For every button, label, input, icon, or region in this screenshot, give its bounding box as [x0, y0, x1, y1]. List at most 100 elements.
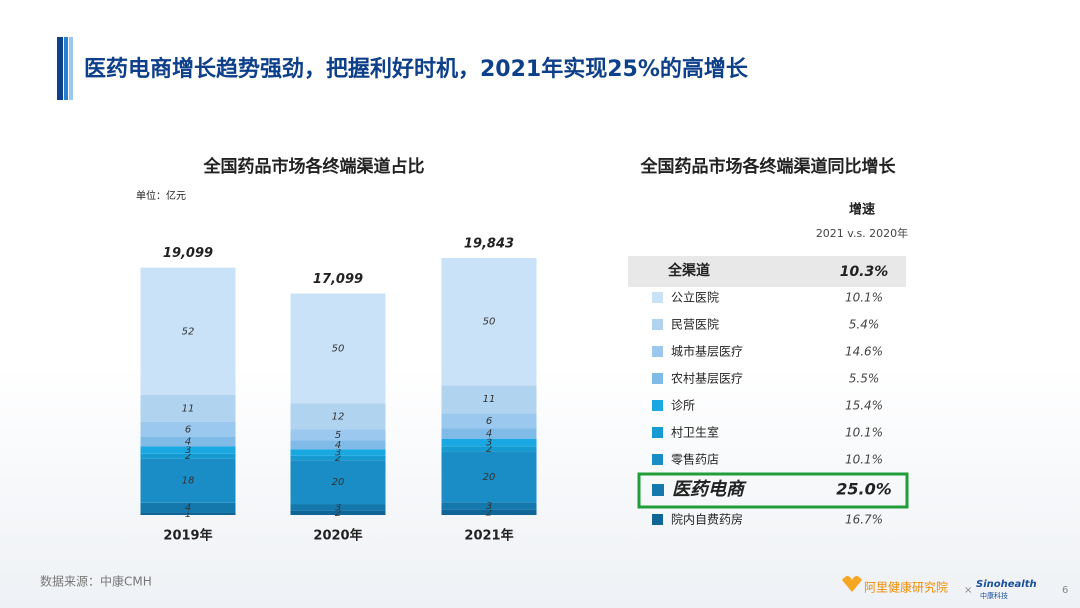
segment-label: 3	[486, 437, 492, 448]
total-label: 19,099	[163, 246, 213, 261]
legend-swatch	[652, 400, 663, 411]
segment-label: 20	[483, 472, 496, 483]
bar-segment	[441, 385, 537, 414]
bar-segment	[290, 460, 386, 505]
segment-label: 3	[486, 501, 492, 512]
title-stripe	[57, 37, 63, 100]
row-name: 民营医院	[671, 318, 719, 332]
legend-swatch	[652, 484, 664, 496]
segment-label: 3	[335, 448, 341, 459]
source: 数据来源：中康CMH	[40, 574, 152, 589]
segment-label: 6	[185, 424, 191, 435]
bar-segment	[140, 453, 236, 459]
segment-label: 2	[335, 508, 341, 519]
segment-label: 18	[182, 476, 195, 487]
bar-segment	[140, 421, 236, 437]
bar-segment	[140, 436, 236, 447]
row-name: 公立医院	[671, 290, 719, 305]
x-tick-label: 2021年	[464, 528, 513, 544]
bar-segment	[441, 413, 537, 429]
row-value: 10.1%	[845, 426, 883, 440]
total-row-name: 全渠道	[667, 262, 710, 279]
logo-icon	[842, 576, 862, 592]
bar-segment	[140, 502, 236, 513]
bar-segment	[290, 504, 386, 511]
bar-segment	[441, 258, 537, 386]
bar-segment	[290, 510, 386, 515]
x-tick-label: 2019年	[163, 528, 212, 544]
segment-label: 50	[483, 317, 496, 328]
row-value: 5.5%	[849, 372, 880, 386]
row-name: 医药电商	[672, 479, 747, 500]
legend-swatch	[652, 346, 663, 357]
row-value: 15.4%	[845, 399, 883, 413]
legend-swatch	[652, 454, 663, 465]
logo2-sub: 中康科技	[980, 591, 1008, 600]
table-subheader: 2021 v.s. 2020年	[816, 226, 908, 240]
legend-swatch	[652, 427, 663, 438]
segment-label: 2	[335, 453, 341, 464]
unit-label: 单位：亿元	[136, 189, 186, 202]
segment-label: 52	[182, 326, 195, 337]
bar-segment	[290, 440, 386, 450]
legend-swatch	[652, 319, 663, 330]
bar-segment	[140, 395, 236, 422]
row-name: 村卫生室	[671, 425, 719, 440]
segment-label: 6	[486, 416, 492, 427]
total-label: 17,099	[313, 272, 363, 287]
segment-label: 2	[486, 444, 492, 455]
segment-label: 11	[182, 403, 195, 414]
segment-label: 20	[332, 477, 345, 488]
total-label: 19,843	[464, 237, 514, 252]
row-name: 院内自费药房	[671, 512, 743, 527]
bar-segment	[441, 502, 537, 510]
x-tick-label: 2020年	[313, 528, 362, 544]
legend-swatch	[652, 292, 663, 303]
legend-swatch	[652, 514, 663, 525]
bar-segment	[441, 451, 537, 503]
row-name: 零售药店	[671, 452, 719, 467]
segment-label: 4	[486, 429, 492, 440]
segment-label: 11	[483, 394, 496, 405]
bar-segment	[441, 446, 537, 452]
separator: ×	[964, 585, 972, 596]
bar-segment	[140, 512, 236, 515]
row-value: 10.1%	[845, 291, 883, 305]
bar-segment	[290, 403, 386, 430]
row-name: 农村基层医疗	[671, 372, 743, 386]
segment-label: 1	[185, 509, 191, 520]
segment-label: 2	[486, 507, 492, 518]
row-value: 25.0%	[836, 480, 892, 499]
bar-segment	[140, 267, 236, 396]
bar-segment	[290, 293, 386, 404]
row-value: 14.6%	[845, 345, 883, 359]
bar-segment	[441, 428, 537, 439]
segment-label: 4	[185, 503, 191, 514]
title-stripe	[69, 37, 73, 100]
title-stripe	[64, 37, 68, 100]
bar-segment	[140, 446, 236, 454]
bar-segment	[290, 455, 386, 461]
table-title: 全国药品市场各终端渠道同比增长	[640, 156, 897, 177]
segment-label: 4	[335, 440, 341, 451]
page-number: 6	[1062, 585, 1068, 596]
segment-label: 4	[185, 437, 191, 448]
logo2: Sinohealth	[976, 579, 1037, 590]
bar-segment	[140, 458, 236, 503]
table-header: 增速	[849, 202, 875, 218]
total-row-value: 10.3%	[840, 264, 889, 280]
segment-label: 3	[335, 502, 341, 513]
segment-label: 50	[332, 343, 345, 354]
bar-segment	[441, 509, 537, 515]
row-value: 5.4%	[849, 318, 880, 332]
row-name: 诊所	[671, 399, 695, 413]
bar-segment	[290, 429, 386, 441]
row-name: 城市基层医疗	[671, 344, 743, 359]
row-value: 10.1%	[845, 453, 883, 467]
segment-label: 5	[335, 430, 341, 441]
slide-title: 医药电商增长趋势强劲，把握利好时机，2021年实现25%的高增长	[84, 56, 749, 82]
segment-label: 3	[185, 445, 191, 456]
row-value: 16.7%	[845, 513, 883, 527]
bar-segment	[441, 438, 537, 447]
